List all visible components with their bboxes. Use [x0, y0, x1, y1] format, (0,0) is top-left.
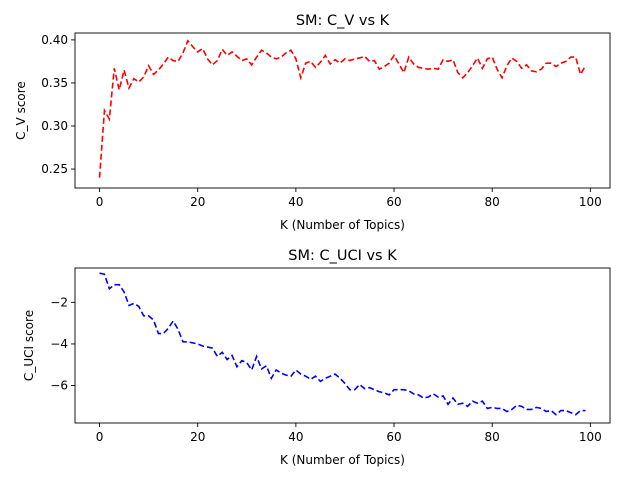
y-axis-label: C_UCI score: [22, 310, 36, 381]
y-tick-label: −6: [50, 379, 68, 393]
x-tick-label: 40: [288, 430, 303, 444]
x-tick-label: 100: [579, 430, 602, 444]
chart-title: SM: C_V vs K: [296, 13, 390, 29]
y-tick-label: 0.35: [41, 76, 68, 90]
chart-title: SM: C_UCI vs K: [288, 248, 397, 264]
cuci-chart: SM: C_UCI vs K K (Number of Topics) C_UC…: [22, 248, 611, 467]
y-tick-label: −2: [50, 295, 68, 309]
x-tick-label: 20: [190, 195, 205, 209]
x-tick-label: 80: [485, 430, 500, 444]
series-line: [98, 39, 587, 178]
y-axis-label: C_V score: [14, 81, 28, 140]
x-axis-label: K (Number of Topics): [280, 218, 405, 232]
x-tick-label: 60: [386, 195, 401, 209]
x-tick-label: 40: [288, 195, 303, 209]
y-tick-label: 0.25: [41, 162, 68, 176]
plot-frame: [74, 267, 611, 424]
plot-frame: [74, 32, 611, 189]
y-tick-label: −4: [50, 337, 68, 351]
x-tick-label: 80: [485, 195, 500, 209]
series-line: [99, 272, 586, 416]
x-tick-label: 0: [96, 430, 104, 444]
y-tick-label: 0.30: [41, 119, 68, 133]
x-tick-label: 20: [190, 430, 205, 444]
cv-chart: SM: C_V vs K K (Number of Topics) C_V sc…: [14, 13, 611, 232]
x-tick-label: 60: [386, 430, 401, 444]
y-tick-label: 0.40: [41, 33, 68, 47]
ticks: 0 20 40 60 80 100 0.25 0.30 0.35 0.40: [41, 33, 602, 209]
x-axis-label: K (Number of Topics): [280, 453, 405, 467]
ticks: 0 20 40 60 80 100 −6 −4 −2: [50, 295, 602, 444]
x-tick-label: 100: [579, 195, 602, 209]
x-tick-label: 0: [96, 195, 104, 209]
